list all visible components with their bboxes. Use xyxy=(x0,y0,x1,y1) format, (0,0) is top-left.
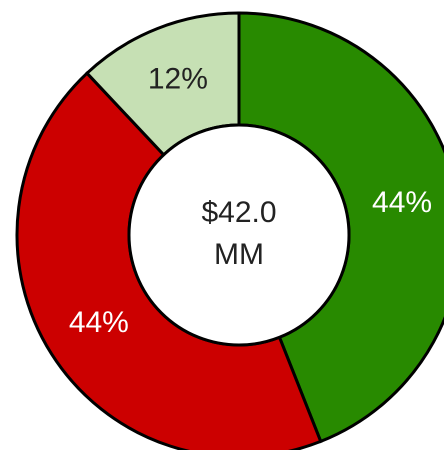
data-label: 44% xyxy=(372,186,432,219)
data-label: 44% xyxy=(69,306,129,339)
center-label: MM xyxy=(214,238,264,271)
center-label: $42.0 xyxy=(201,196,276,229)
donut-hole xyxy=(127,123,351,347)
data-label: 12% xyxy=(148,63,208,96)
